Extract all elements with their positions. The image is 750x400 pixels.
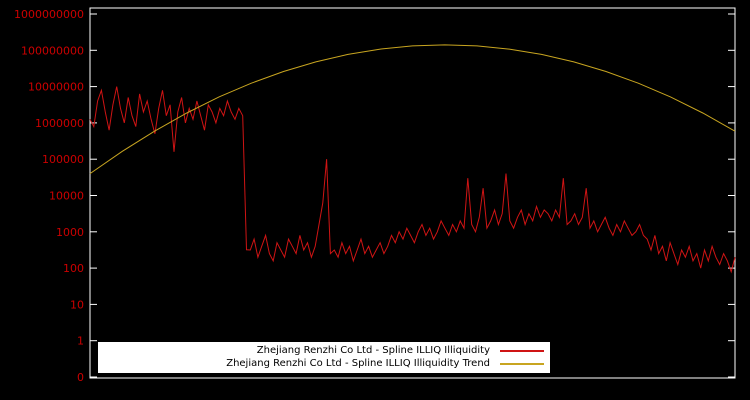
legend-item-illiq: Zhejiang Renzhi Co Ltd - Spline ILLIQ Il… <box>104 344 544 357</box>
plot-frame <box>89 7 736 379</box>
legend-label-illiq: Zhejiang Renzhi Co Ltd - Spline ILLIQ Il… <box>256 345 490 356</box>
legend-label-trend: Zhejiang Renzhi Co Ltd - Spline ILLIQ Il… <box>226 358 490 369</box>
y-axis-tick-label: 1 <box>77 335 84 348</box>
legend: Zhejiang Renzhi Co Ltd - Spline ILLIQ Il… <box>98 342 550 373</box>
y-axis-tick-label: 100 <box>63 262 84 275</box>
legend-item-trend: Zhejiang Renzhi Co Ltd - Spline ILLIQ Il… <box>104 357 544 370</box>
legend-line-illiq <box>500 349 544 352</box>
y-axis-tick-label: 1000 <box>56 226 84 239</box>
illiq-series-line <box>89 86 736 274</box>
y-axis-tick-label: 100000000 <box>21 44 84 57</box>
y-axis-tick-label: 0 <box>77 371 84 384</box>
legend-line-trend <box>500 362 544 365</box>
y-axis-tick-label: 10000 <box>49 190 84 203</box>
trend-series-line <box>89 44 736 175</box>
y-axis-tick-label: 10 <box>70 298 84 311</box>
y-axis-tick-label: 1000000000 <box>14 8 84 21</box>
y-axis-tick-label: 100000 <box>42 153 84 166</box>
y-axis-tick-label: 10000000 <box>28 81 84 94</box>
y-axis-tick-label: 1000000 <box>35 117 84 130</box>
